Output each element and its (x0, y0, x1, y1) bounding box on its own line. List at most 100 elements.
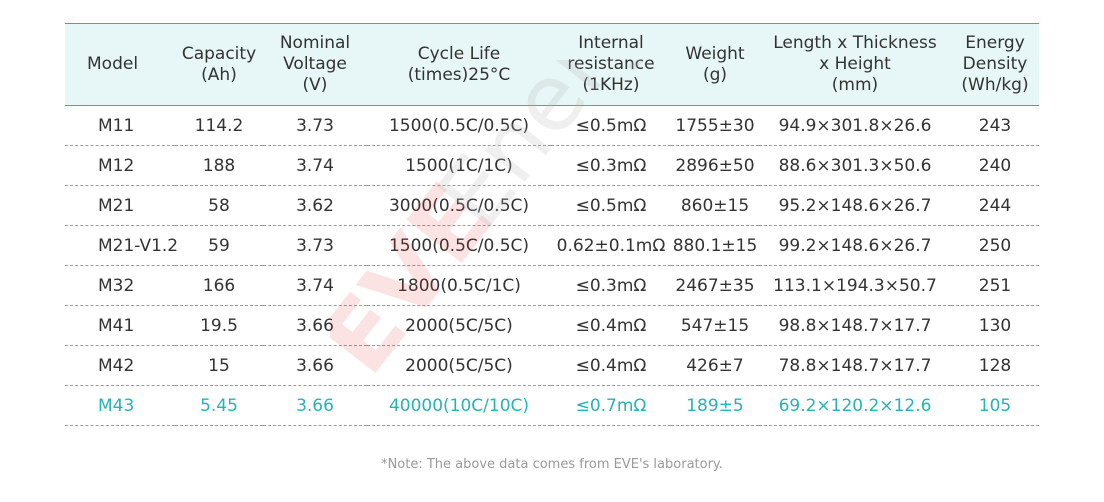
table-cell: 240 (951, 145, 1039, 186)
table-cell: 3.66 (263, 305, 367, 346)
table-body: M11 114.2 3.73 1500(0.5C/0.5C) ≤0.5mΩ 1755±30… (65, 105, 1039, 426)
table-cell: 0.62±0.1mΩ (551, 225, 671, 266)
model-cell: M43 (65, 385, 175, 426)
table-cell: 99.2×148.6×26.7 (759, 225, 951, 266)
model-cell: M41 (65, 305, 175, 346)
table-cell: 59 (175, 225, 263, 266)
table-cell: 130 (951, 305, 1039, 346)
model-cell: M11 (65, 105, 175, 146)
table-row: M21-V1.2 59 3.73 1500(0.5C/0.5C) 0.62±0.1mΩ 8… (65, 225, 1039, 266)
table-cell: 58 (175, 185, 263, 226)
spec-table-container: Model Capacity (Ah) Nominal Voltage (V) Cycle … (65, 23, 1039, 426)
table-cell: 114.2 (175, 105, 263, 146)
table-cell: 860±15 (671, 185, 759, 226)
table-cell: 250 (951, 225, 1039, 266)
column-header-line: Capacity (181, 43, 257, 64)
column-header: Nominal Voltage (V) (263, 23, 367, 106)
table-cell: 880.1±15 (671, 225, 759, 266)
table-cell: 1500(0.5C/0.5C) (367, 105, 551, 146)
model-cell: M12 (65, 145, 175, 186)
table-cell: 1500(1C/1C) (367, 145, 551, 186)
table-cell: 244 (951, 185, 1039, 226)
model-cell: M42 (65, 345, 175, 386)
table-cell: 189±5 (671, 385, 759, 426)
column-header-line: Length x Thickness (773, 33, 937, 53)
table-cell: 15 (175, 345, 263, 386)
table-cell: 105 (951, 385, 1039, 426)
table-cell: 3.66 (263, 385, 367, 426)
table-cell: 1800(0.5C/1C) (367, 265, 551, 306)
column-header-line: (g) (702, 64, 728, 85)
column-header: Weight (g) (671, 23, 759, 106)
table-cell: ≤0.4mΩ (551, 305, 671, 346)
table-row: M42 15 3.66 2000(5C/5C) ≤0.4mΩ 426±7 78.8×148.… (65, 345, 1039, 386)
column-header: Cycle Life (times)25°C (367, 23, 551, 106)
table-cell: 1500(0.5C/0.5C) (367, 225, 551, 266)
column-header-line: x Height (819, 54, 891, 74)
model-cell: M21 (65, 185, 175, 226)
table-cell: 2467±35 (671, 265, 759, 306)
table-cell: 426±7 (671, 345, 759, 386)
column-header-line: (1KHz) (582, 75, 640, 95)
table-cell: 5.45 (175, 385, 263, 426)
column-header-line: Voltage (283, 54, 347, 74)
table-cell: 88.6×301.3×50.6 (759, 145, 951, 186)
table-cell: ≤0.3mΩ (551, 145, 671, 186)
column-header-line: (mm) (831, 75, 879, 95)
table-cell: 3.73 (263, 225, 367, 266)
table-cell: 547±15 (671, 305, 759, 346)
column-header-line: Weight (685, 43, 745, 64)
table-row: M41 19.5 3.66 2000(5C/5C) ≤0.4mΩ 547±15 98.8×1… (65, 305, 1039, 346)
table-row: M21 58 3.62 3000(0.5C/0.5C) ≤0.5mΩ 860±15 95.2… (65, 185, 1039, 226)
column-header-line: Internal (578, 33, 644, 53)
model-cell: M32 (65, 265, 175, 306)
table-row: M12 188 3.74 1500(1C/1C) ≤0.3mΩ 2896±50 88.6×3… (65, 145, 1039, 186)
table-row: M43 5.45 3.66 40000(10C/10C) ≤0.7mΩ 189±5 69.2… (65, 385, 1039, 426)
column-header: Model (65, 23, 175, 106)
table-cell: 1755±30 (671, 105, 759, 146)
table-cell: 3.74 (263, 145, 367, 186)
table-cell: 251 (951, 265, 1039, 306)
table-cell: 2000(5C/5C) (367, 345, 551, 386)
table-cell: 3.62 (263, 185, 367, 226)
column-header-line: Density (962, 54, 1028, 74)
column-header-line: Energy (965, 33, 1025, 53)
table-cell: 78.8×148.7×17.7 (759, 345, 951, 386)
table-cell: ≤0.5mΩ (551, 105, 671, 146)
column-header: Internal resistance (1KHz) (551, 23, 671, 106)
column-header-line: Nominal (279, 33, 351, 53)
model-cell: M21-V1.2 (65, 225, 178, 266)
table-cell: 243 (951, 105, 1039, 146)
table-cell: 94.9×301.8×26.6 (759, 105, 951, 146)
column-header-line: (times)25°C (407, 64, 511, 85)
column-header: Length x Thickness x Height (mm) (759, 23, 951, 106)
table-cell: 69.2×120.2×12.6 (759, 385, 951, 426)
table-cell: 3.73 (263, 105, 367, 146)
table-cell: 2000(5C/5C) (367, 305, 551, 346)
column-header-line: (V) (302, 75, 328, 95)
table-cell: 2896±50 (671, 145, 759, 186)
footnote: *Note: The above data comes from EVE's l… (381, 457, 723, 472)
table-header-row: Model Capacity (Ah) Nominal Voltage (V) Cycle … (65, 23, 1039, 106)
table-cell: 128 (951, 345, 1039, 386)
table-cell: 188 (175, 145, 263, 186)
column-header-line: resistance (567, 54, 655, 74)
table-cell: ≤0.3mΩ (551, 265, 671, 306)
table-cell: 19.5 (175, 305, 263, 346)
column-header: Energy Density (Wh/kg) (951, 23, 1039, 106)
table-cell: 98.8×148.7×17.7 (759, 305, 951, 346)
table-cell: ≤0.5mΩ (551, 185, 671, 226)
battery-spec-table: Model Capacity (Ah) Nominal Voltage (V) Cycle … (65, 23, 1039, 426)
table-cell: ≤0.7mΩ (551, 385, 671, 426)
column-header-line: (Ah) (201, 64, 237, 85)
column-header: Capacity (Ah) (175, 23, 263, 106)
column-header-line: Cycle Life (417, 43, 501, 64)
table-cell: 40000(10C/10C) (367, 385, 551, 426)
column-header-line: (Wh/kg) (961, 75, 1029, 95)
table-cell: 166 (175, 265, 263, 306)
table-cell: 3.66 (263, 345, 367, 386)
table-row: M32 166 3.74 1800(0.5C/1C) ≤0.3mΩ 2467±35 113.… (65, 265, 1039, 306)
table-cell: 3.74 (263, 265, 367, 306)
table-row: M11 114.2 3.73 1500(0.5C/0.5C) ≤0.5mΩ 1755±30… (65, 105, 1039, 146)
table-cell: ≤0.4mΩ (551, 345, 671, 386)
